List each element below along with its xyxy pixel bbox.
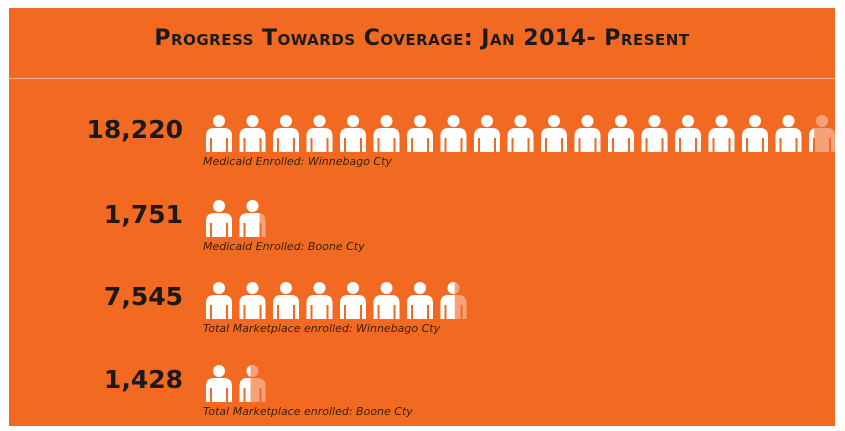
data-label: 18,220 bbox=[86, 115, 183, 144]
person-icon bbox=[239, 365, 266, 402]
person-icon bbox=[541, 115, 567, 152]
person-icon bbox=[306, 282, 333, 319]
person-icon bbox=[340, 115, 366, 152]
person-icon bbox=[407, 282, 433, 319]
person-icon bbox=[239, 115, 266, 152]
title-divider bbox=[9, 78, 835, 79]
person-icon-bar bbox=[206, 282, 467, 319]
person-icon bbox=[641, 115, 668, 152]
person-icon bbox=[675, 115, 701, 152]
person-icon bbox=[206, 282, 232, 319]
person-icon bbox=[440, 115, 467, 152]
row-marketplace-winnebago: 7,545 Total Marketplace enrolled: Winneb… bbox=[9, 280, 835, 344]
person-icon-bar bbox=[206, 115, 835, 152]
category-label: Total Marketplace enrolled: Winnebago Ct… bbox=[203, 322, 441, 335]
person-icon bbox=[206, 115, 232, 152]
data-label: 1,751 bbox=[103, 200, 183, 229]
person-icon bbox=[608, 115, 634, 152]
person-icon bbox=[239, 200, 266, 237]
person-icon bbox=[507, 115, 534, 152]
data-label: 7,545 bbox=[103, 282, 183, 311]
person-icon bbox=[775, 115, 802, 152]
chart-title: Progress Towards Coverage: Jan 2014- Pre… bbox=[154, 26, 690, 51]
person-icon bbox=[407, 115, 433, 152]
person-icon bbox=[373, 282, 400, 319]
person-icon-bar bbox=[206, 365, 266, 402]
person-icon bbox=[708, 115, 735, 152]
category-label: Medicaid Enrolled: Winnebago Cty bbox=[203, 155, 392, 168]
category-label: Total Marketplace enrolled: Boone Cty bbox=[203, 405, 413, 418]
data-label: 1,428 bbox=[103, 365, 183, 394]
person-icon bbox=[273, 115, 299, 152]
row-medicaid-winnebago: 18,220 Medicaid Enrolled: Winnebago Cty bbox=[9, 113, 835, 177]
person-icon bbox=[206, 200, 232, 237]
chart-panel: Progress Towards Coverage: Jan 2014- Pre… bbox=[9, 8, 835, 426]
person-icon bbox=[273, 282, 299, 319]
person-icon bbox=[373, 115, 400, 152]
person-icon bbox=[440, 282, 467, 319]
row-medicaid-boone: 1,751 Medicaid Enrolled: Boone Cty bbox=[9, 198, 835, 262]
person-icon bbox=[742, 115, 768, 152]
row-marketplace-boone: 1,428 Total Marketplace enrolled: Boone … bbox=[9, 363, 835, 426]
person-icon bbox=[574, 115, 601, 152]
person-icon bbox=[340, 282, 366, 319]
person-icon bbox=[206, 365, 232, 402]
category-label: Medicaid Enrolled: Boone Cty bbox=[203, 240, 365, 253]
person-icon bbox=[306, 115, 333, 152]
person-icon bbox=[474, 115, 500, 152]
person-icon bbox=[239, 282, 266, 319]
person-icon bbox=[809, 115, 835, 152]
person-icon-bar bbox=[206, 200, 266, 237]
